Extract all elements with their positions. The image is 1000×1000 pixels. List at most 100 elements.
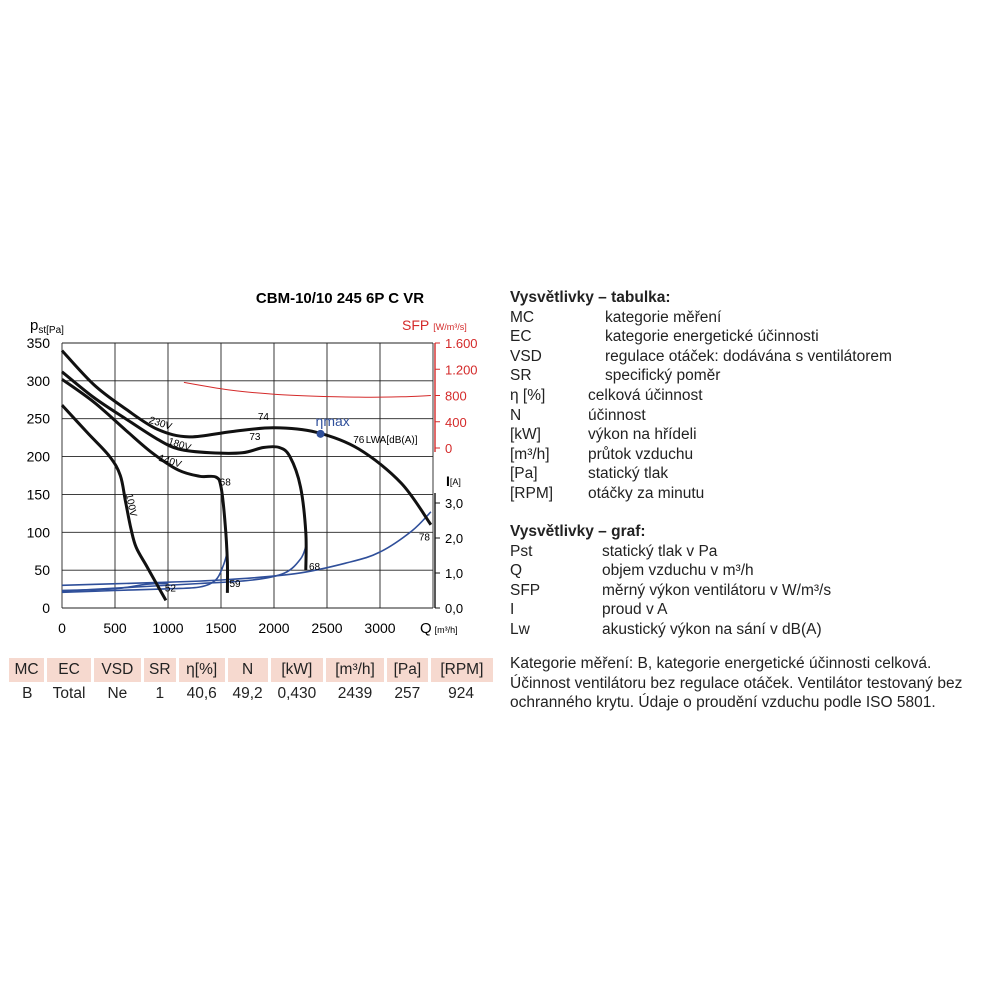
legend-key: SR — [510, 367, 532, 385]
pressure-curve — [61, 378, 230, 593]
spec-value-cell: Total — [52, 685, 86, 702]
spec-header-cell: MC — [9, 658, 46, 682]
chart-grid — [61, 342, 434, 609]
legend-key: [m³/h] — [510, 445, 550, 463]
sfp-tick-label: 400 — [445, 415, 467, 430]
pressure-curve — [60, 349, 433, 526]
legend-row: SR specifický poměr — [510, 366, 990, 386]
voltage-label: 140V — [157, 453, 183, 471]
legend-row: [Pa] statický tlak — [510, 464, 990, 484]
legend-value: statický tlak v Pa — [602, 542, 718, 560]
sfp-axis-label: SFP [W/m³/s] — [402, 317, 467, 333]
current-curve — [61, 546, 307, 592]
current-axis-label: I[A] — [446, 473, 461, 489]
current-tick-label: 0,0 — [445, 601, 463, 616]
spec-header-cell: η[%] — [175, 658, 226, 682]
pressure-curve — [60, 404, 168, 602]
spec-header-cell: [RPM] — [427, 658, 493, 682]
lwa-label: LWA[dB(A)] — [366, 435, 418, 446]
legend-graph: Vysvětlivky – graf: Pst statický tlak v P… — [510, 522, 990, 640]
x-tick-label: 3000 — [364, 620, 395, 636]
efficiency-label: 74 — [258, 412, 270, 423]
curve-end-label: 68 — [309, 562, 321, 573]
legend-value: akustický výkon na sání v dB(A) — [602, 620, 822, 638]
curve-end-label: 52 — [165, 583, 177, 594]
legend-key: Lw — [510, 620, 530, 638]
pressure-axis-label: pst[Pa] — [30, 317, 64, 336]
flow-axis-label: Q [m³/h] — [420, 620, 458, 637]
x-tick-label: 1000 — [152, 620, 183, 636]
spec-header-cell: [m³/h] — [323, 658, 386, 682]
legend-key: [Pa] — [510, 465, 538, 483]
measurement-note: Kategorie měření: B, kategorie energetic… — [510, 655, 963, 712]
legend-key: N — [510, 406, 522, 424]
spec-value-cell: 0,430 — [277, 685, 317, 702]
legend-value: otáčky za minutu — [588, 484, 705, 502]
spec-header-cell: [kW] — [267, 658, 325, 682]
sfp-tick-label: 800 — [445, 389, 467, 404]
efficiency-label: 68 — [220, 477, 232, 488]
legend-key: [kW] — [510, 426, 541, 444]
legend-key: I — [510, 601, 515, 619]
legend-key: SFP — [510, 581, 541, 599]
spec-value-cell: 924 — [448, 685, 475, 702]
spec-table-row: B Total Ne 1 40,6 49,2 0,430 2439 257 924 — [9, 682, 493, 706]
current-curve — [61, 551, 229, 594]
sfp-tick-label: 1.200 — [445, 362, 478, 377]
x-tick-label: 1500 — [205, 620, 236, 636]
chart-axes — [434, 342, 440, 609]
y-tick-label: 300 — [27, 373, 51, 389]
y-tick-label: 250 — [27, 411, 51, 427]
legend-value: kategorie měření — [605, 308, 722, 326]
y-tick-label: 350 — [27, 335, 51, 351]
chart-title: CBM-10/10 245 6P C VR — [256, 290, 424, 307]
sfp-tick-label: 1.600 — [445, 336, 478, 351]
legend-row: EC kategorie energetické účinnosti — [510, 327, 990, 347]
efficiency-label: 76 — [353, 435, 365, 446]
eta-max-label: ηmax — [316, 413, 350, 429]
legend-value: celková účinnost — [588, 386, 703, 404]
spec-header-cell: VSD — [90, 658, 143, 682]
legend-row: MC kategorie měření — [510, 308, 990, 328]
legend-row: [kW] výkon na hřídeli — [510, 425, 990, 445]
y-tick-label: 50 — [34, 562, 50, 578]
voltage-label: 180V — [167, 436, 193, 454]
curve-end-label: 78 — [419, 533, 431, 544]
sfp-tick-label: 0 — [445, 441, 452, 456]
legend-value: proud v A — [602, 601, 668, 619]
spec-value-cell: 49,2 — [232, 685, 263, 702]
spec-value-cell: 2439 — [337, 685, 373, 702]
current-tick-label: 2,0 — [445, 531, 463, 546]
legend-key: η [%] — [510, 386, 546, 404]
legend-table-title: Vysvětlivky – tabulka: — [510, 289, 671, 306]
legend-graph-title: Vysvětlivky – graf: — [510, 523, 646, 540]
legend-row: [m³/h] průtok vzduchu — [510, 445, 990, 465]
legend-value: výkon na hřídeli — [588, 426, 697, 444]
x-tick-label: 2500 — [311, 620, 342, 636]
spec-header-cell: EC — [44, 658, 93, 682]
legend-value: specifický poměr — [605, 367, 721, 385]
legend-value: průtok vzduchu — [588, 445, 694, 463]
x-tick-label: 0 — [58, 620, 66, 636]
legend-row: Pst statický tlak v Pa — [510, 542, 990, 562]
spec-table-header: MC EC VSD SR η[%] N [kW] [m³/h] [Pa] [RPM] — [9, 658, 493, 682]
legend-key: [RPM] — [510, 484, 554, 502]
spec-value-cell: 40,6 — [186, 685, 217, 702]
spec-value-cell: 1 — [155, 685, 165, 702]
legend-key: VSD — [510, 347, 542, 365]
efficiency-label: 73 — [249, 432, 261, 443]
legend-row: η [%] celková účinnost — [510, 386, 990, 406]
sfp-curve — [183, 381, 431, 398]
chart-labels: 0 500 1000 1500 2000 2500 30000501001502002503… — [27, 335, 478, 636]
current-curve — [61, 582, 169, 592]
legend-key: Pst — [510, 542, 533, 560]
legend-row: Lw akustický výkon na sání v dB(A) — [510, 620, 990, 640]
legend-table: Vysvětlivky – tabulka: MC kategorie měřen… — [510, 288, 990, 504]
spec-header-cell: SR — [140, 658, 178, 682]
legend-value: účinnost — [588, 406, 646, 424]
fan-performance-chart: CBM-10/10 245 6P C VR 0 500 1000 1500 2000 25… — [27, 290, 478, 637]
spec-value-cell: 257 — [394, 685, 421, 702]
legend-row: VSD regulace otáček: dodávána s ventiláto… — [510, 347, 990, 367]
